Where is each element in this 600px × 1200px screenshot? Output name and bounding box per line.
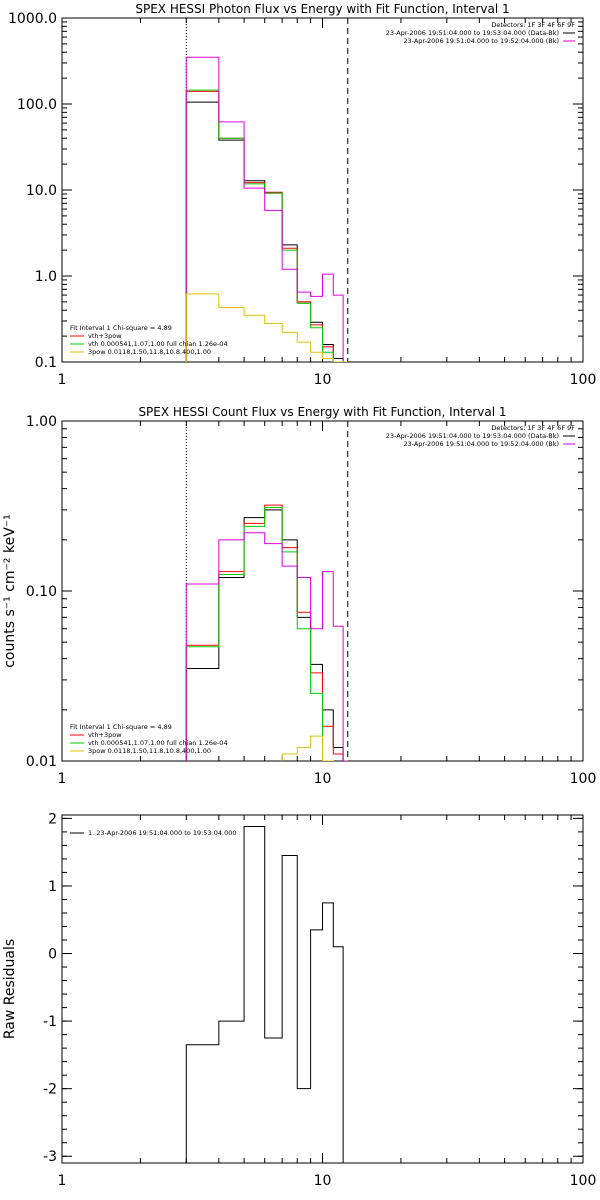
legend-header: Detectors: 1F 3F 4F 6F 9F: [491, 424, 575, 432]
y-axis-label: counts s⁻¹ cm⁻² keV⁻¹: [2, 514, 18, 668]
y-tick-label: 0.10: [26, 584, 57, 600]
legend-header: Fit Interval 1 Chi-square = 4.89: [70, 324, 172, 332]
legend-entry: 23-Apr-2006 19:51:04.000 to 19:52:04.000…: [403, 37, 559, 45]
y-tick-label: 1.00: [26, 414, 57, 430]
y-tick-label: 2: [48, 811, 57, 827]
chart-panel-3: 1 10 100 -3 -2 -1 0 1 2 Raw Residuals 1. 23-Apr-20…: [2, 811, 596, 1189]
chart-panel-2: SPEX HESSI Count Flux vs Energy with Fit…: [2, 405, 597, 787]
y-tick-label: -1: [43, 1014, 57, 1030]
x-tick-label: 100: [570, 372, 597, 388]
plot-frame: [61, 17, 584, 363]
y-tick-label: 1: [48, 879, 57, 895]
x-tick-label: 10: [314, 1173, 332, 1189]
series-3-histogram: [185, 89, 348, 362]
plot-frame: [61, 814, 584, 1164]
plot-area: [185, 56, 348, 362]
series-1-histogram: [185, 101, 348, 362]
plot-area: [185, 504, 349, 761]
y-tick-label: 1000.0: [8, 11, 57, 27]
legend-entry: 3pow 0.0118,1.50,11.8,10.8,400,1.00: [88, 747, 211, 755]
legend-entry: 23-Apr-2006 19:51:04.000 to 19:53:04.000…: [386, 29, 559, 37]
legend-header: Fit Interval 1 Chi-square = 4.89: [70, 723, 172, 731]
series-5-histogram: [185, 293, 348, 362]
x-tick-label: 10: [314, 372, 332, 388]
legend-entry: vth 0.000541,1.07,1.00 full chian 1.26e-…: [88, 739, 228, 747]
y-axis-label: Raw Residuals: [2, 939, 18, 1039]
y-tick-label: 0.1: [35, 355, 57, 371]
y-tick-label: 0.01: [26, 754, 57, 770]
series-2-histogram: [185, 504, 348, 761]
y-tick-label: -3: [43, 1149, 57, 1165]
series-4-histogram: [185, 532, 348, 761]
y-tick-label: 10.0: [26, 183, 57, 199]
chart-title: SPEX HESSI Photon Flux vs Energy with Fi…: [135, 2, 509, 16]
x-tick-label: 100: [570, 1173, 597, 1189]
legend-entry: 3pow 0.0118,1.50,11.8,10.8,400,1.00: [88, 348, 211, 356]
chart-panel-1: SPEX HESSI Photon Flux vs Energy with Fi…: [8, 2, 596, 388]
chart-title: SPEX HESSI Count Flux vs Energy with Fit…: [138, 405, 506, 419]
series-4-histogram: [185, 56, 348, 362]
y-tick-label: 0: [48, 947, 57, 963]
legend-entry: 23-Apr-2006 19:51:04.000 to 19:53:04.000…: [386, 432, 559, 440]
series-1-histogram: [185, 509, 348, 761]
y-tick-label: 100.0: [17, 97, 57, 113]
legend-entry: 23-Apr-2006 19:51:04.000 to 19:52:04.000…: [403, 440, 559, 448]
series-2-histogram: [185, 90, 348, 362]
y-tick-label: 1.0: [35, 269, 57, 285]
x-tick-label: 1: [58, 1173, 67, 1189]
series-1-histogram: [185, 825, 344, 1163]
series-3-histogram: [185, 506, 349, 761]
legend-entry: vth 0.000541,1.07,1.00 full chian 1.26e-…: [88, 340, 228, 348]
x-tick-label: 10: [314, 771, 332, 787]
legend-header: Detectors: 1F 3F 4F 6F 9F: [491, 21, 575, 29]
x-tick-label: 1: [58, 372, 67, 388]
legend-entry: vth+3pow: [88, 332, 122, 340]
legend-entry: vth+3pow: [88, 731, 122, 739]
x-tick-label: 1: [58, 771, 67, 787]
legend-entry: 1. 23-Apr-2006 19:51:04.000 to 19:53:04.…: [88, 829, 237, 837]
x-tick-label: 100: [570, 771, 597, 787]
y-tick-label: -2: [43, 1082, 57, 1098]
plot-area: [185, 825, 344, 1163]
series-5-histogram: [185, 735, 349, 761]
